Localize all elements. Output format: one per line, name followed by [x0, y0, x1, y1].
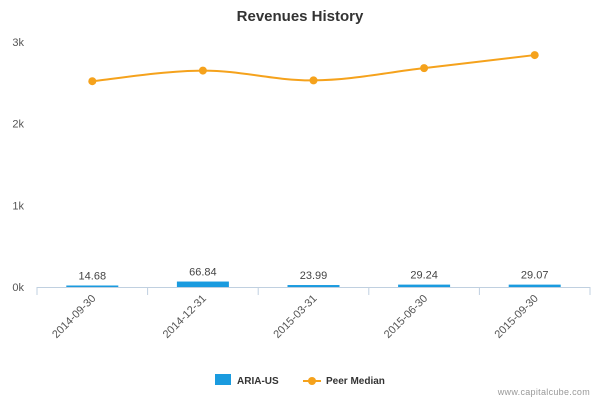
y-tick-label: 3k	[12, 37, 24, 49]
x-tick-label: 2015-06-30	[382, 293, 430, 341]
bar-aria-us[interactable]	[66, 285, 119, 288]
bar-aria-us[interactable]	[508, 284, 561, 287]
x-tick-label: 2014-09-30	[50, 293, 98, 341]
point-peer-median[interactable]	[88, 77, 97, 86]
point-peer-median[interactable]	[530, 51, 539, 60]
bar-aria-us[interactable]	[398, 284, 451, 287]
point-peer-median[interactable]	[309, 76, 318, 85]
legend[interactable]: ARIA-US Peer Median	[215, 374, 385, 387]
x-axis: 2014-09-30 2014-12-31 2015-03-31 2015-06-30…	[36, 287, 591, 341]
legend-swatch-aria-us	[215, 374, 231, 385]
line-series-peer-median	[88, 51, 539, 86]
x-tick-label: 2014-12-31	[161, 293, 209, 341]
bar-series-aria-us	[66, 281, 561, 288]
y-tick-label: 1k	[12, 200, 24, 212]
chart-title: Revenues History	[237, 8, 364, 25]
bar-data-label: 23.99	[300, 270, 328, 282]
y-tick-label: 2k	[12, 119, 24, 131]
legend-marker-peer-median	[308, 377, 316, 385]
x-tick-label: 2015-03-31	[271, 293, 319, 341]
y-axis-labels: 0k 1k 2k 3k	[12, 37, 24, 294]
legend-label-peer-median: Peer Median	[326, 376, 385, 387]
point-peer-median[interactable]	[198, 66, 207, 75]
point-peer-median[interactable]	[420, 64, 429, 73]
credit-text[interactable]: www.capitalcube.com	[497, 387, 590, 397]
bar-data-labels: 14.68 66.84 23.99 29.24 29.07	[79, 267, 549, 283]
bar-data-label: 14.68	[79, 271, 107, 283]
bar-data-label: 29.24	[410, 270, 438, 282]
bar-aria-us[interactable]	[287, 285, 340, 287]
bar-data-label: 29.07	[521, 270, 549, 282]
legend-label-aria-us: ARIA-US	[237, 376, 279, 387]
bar-data-label: 66.84	[189, 267, 217, 279]
y-tick-label: 0k	[12, 282, 24, 294]
x-tick-label: 2015-09-30	[493, 293, 541, 341]
bar-aria-us[interactable]	[176, 281, 229, 287]
